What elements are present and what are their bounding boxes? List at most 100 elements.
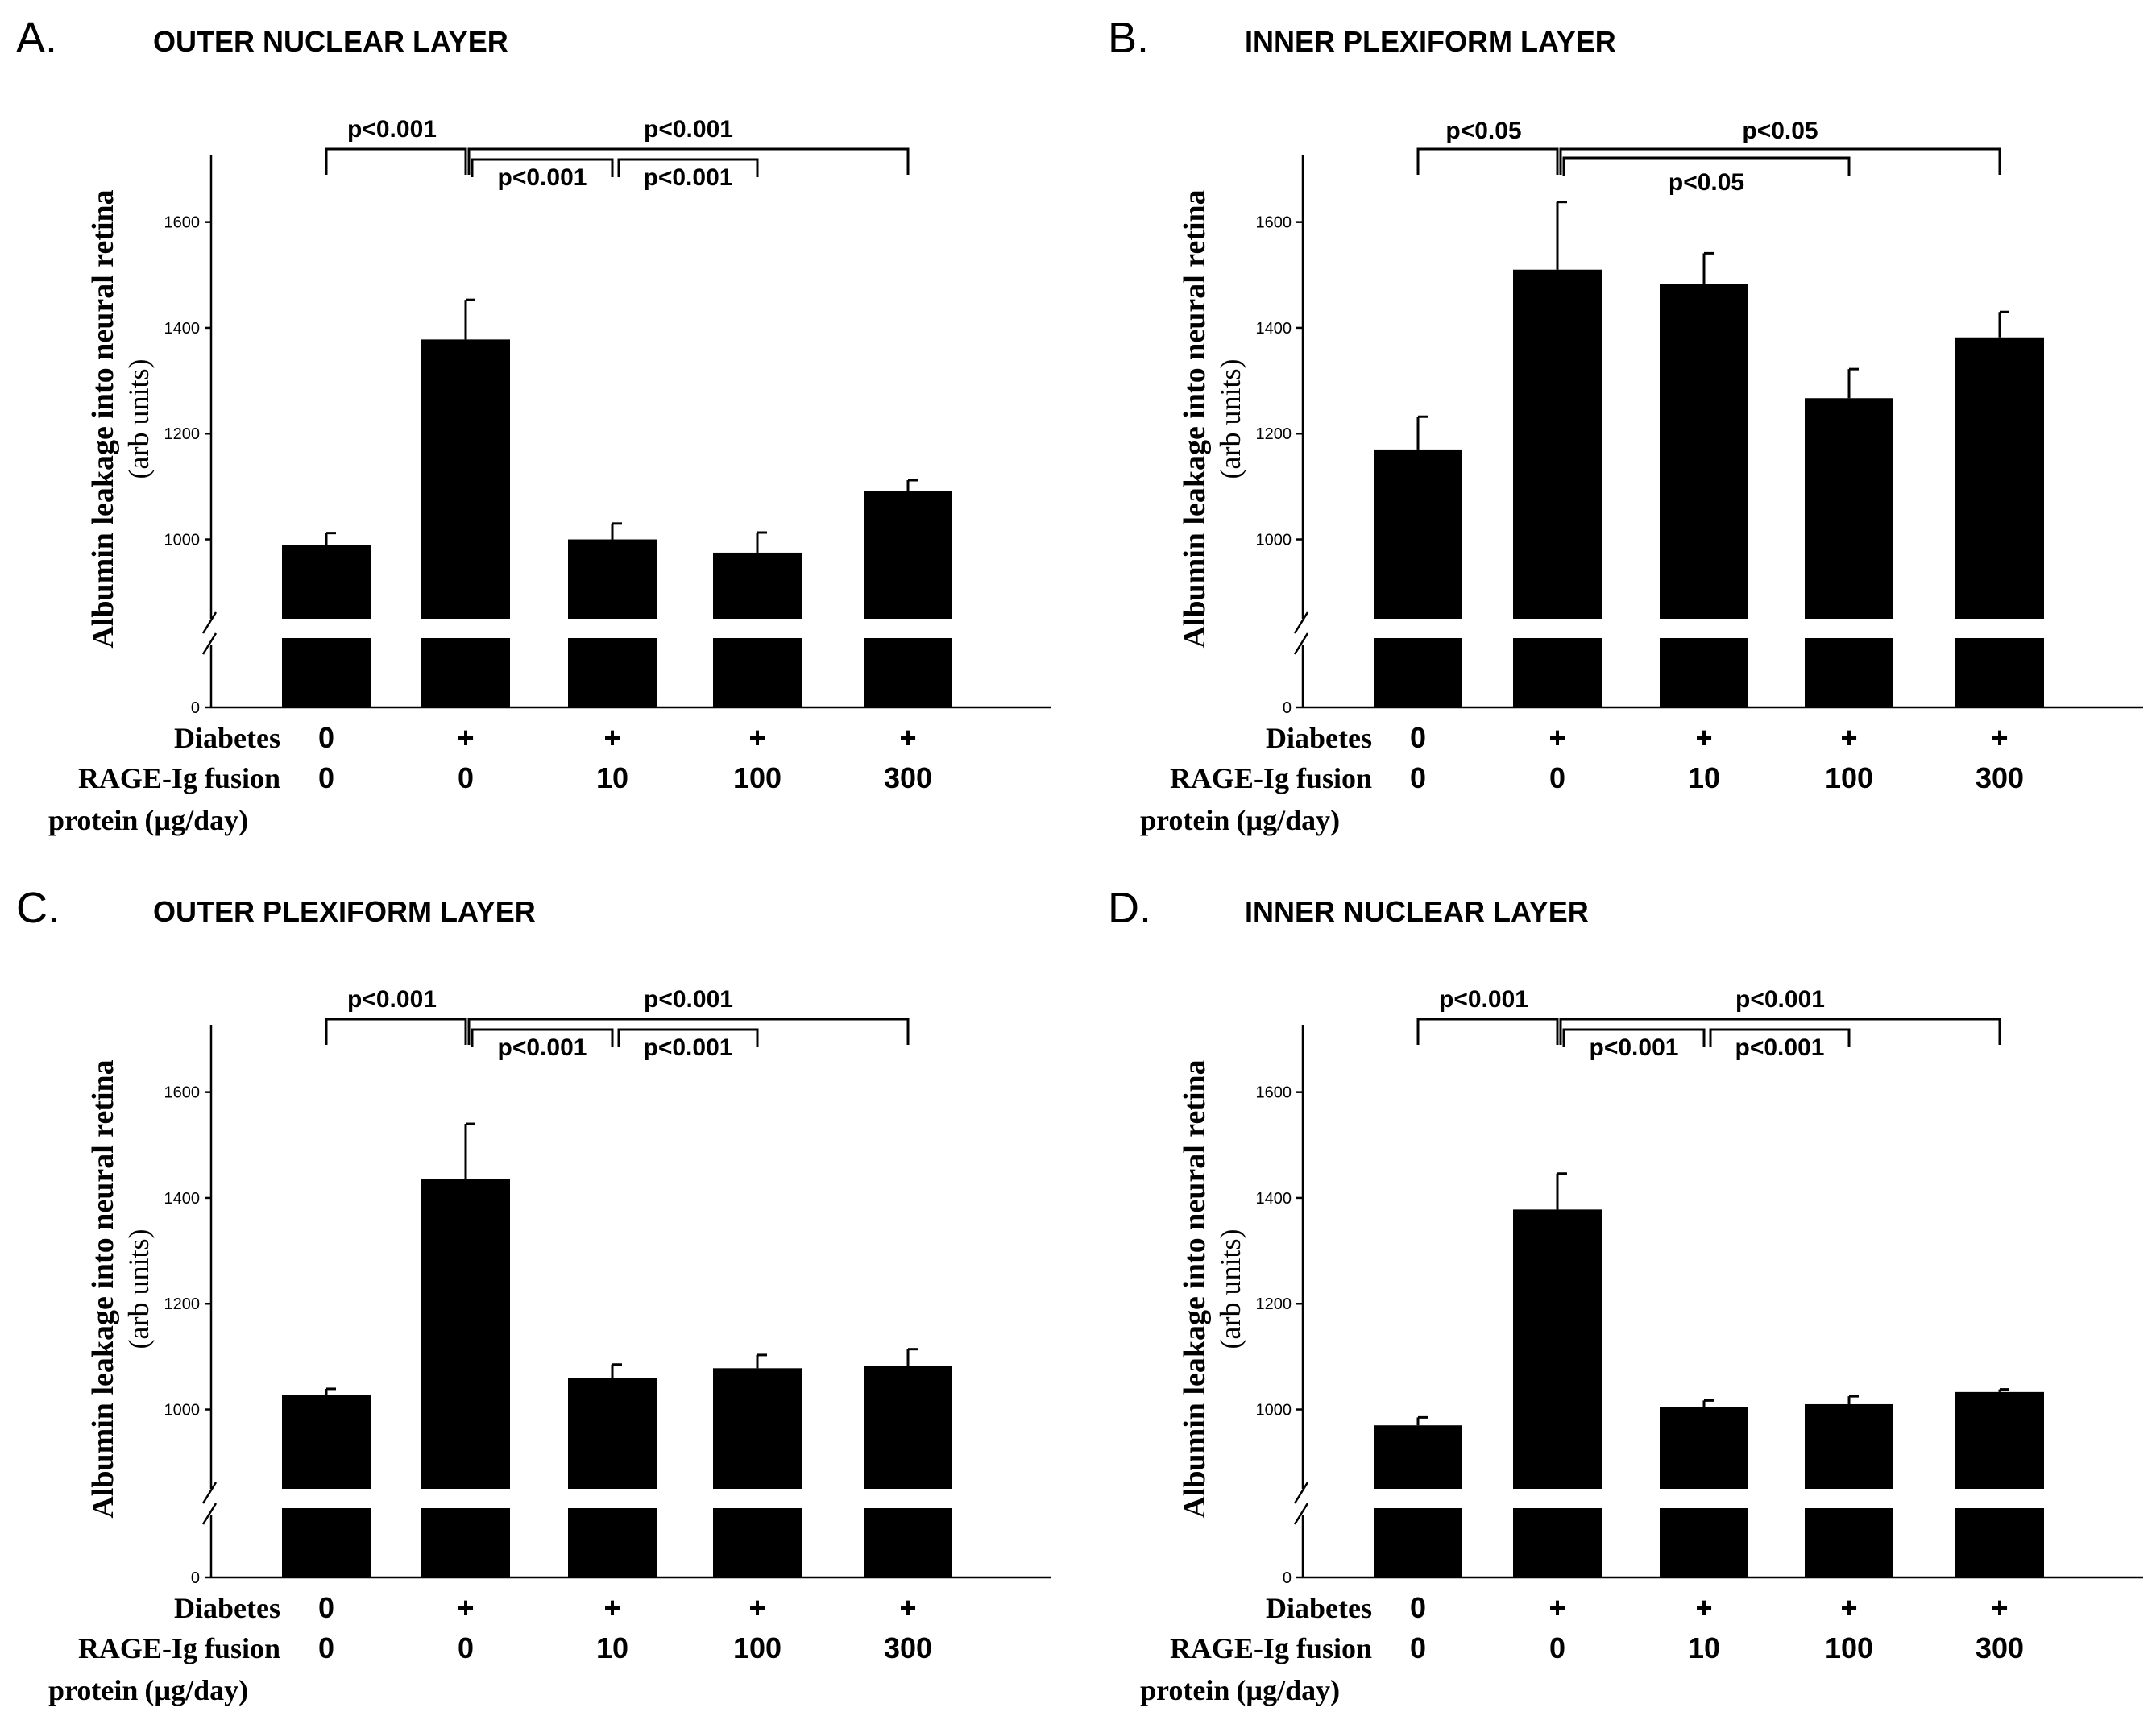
panel-title: INNER PLEXIFORM LAYER [1245,25,1616,58]
rage-dose-value: 0 [1549,761,1565,794]
row-label-diabetes: Diabetes [1266,722,1372,754]
y-tick-label: 0 [191,1569,200,1587]
bar [1955,1391,2044,1489]
bar-lower-segment [282,638,371,707]
panel-letter: A. [16,14,57,62]
rage-dose-value: 0 [1410,1631,1426,1664]
rage-dose-value: 300 [884,761,932,794]
y-tick-label: 1000 [164,1402,201,1420]
p-value-label: p<0.001 [1735,1034,1825,1061]
rage-dose-value: 300 [884,1631,932,1664]
diabetes-value: + [603,721,620,754]
significance-bracket [1562,1028,1706,1047]
p-value-label: p<0.001 [1590,1034,1679,1061]
rage-dose-value: 300 [1976,1631,2024,1664]
diabetes-value: + [1991,721,2008,754]
row-label-rage: RAGE-Ig fusion [78,762,280,794]
bar-lower-segment [1660,638,1748,707]
significance-bracket [1416,147,1559,175]
diabetes-value: + [748,1591,765,1624]
rage-dose-value: 10 [1688,1631,1720,1664]
y-tick-label: 1600 [164,1084,201,1102]
bar-lower-segment [1374,638,1462,707]
panel-title: OUTER PLEXIFORM LAYER [153,895,536,928]
p-value-label: p<0.001 [644,1034,733,1061]
diabetes-value: + [457,1591,474,1624]
diabetes-value: + [748,721,765,754]
chart-panel-c: C. OUTER PLEXIFORM LAYER10001200140016000… [16,884,1051,1706]
y-tick-label: 1400 [164,1190,201,1208]
row-label-diabetes: Diabetes [174,722,280,754]
diabetes-value: 0 [1410,721,1426,754]
y-tick-label: 1200 [1256,425,1292,443]
significance-bracket [471,158,614,177]
diabetes-value: + [1695,721,1712,754]
diabetes-value: + [1840,1591,1857,1624]
y-tick-label: 1400 [164,320,201,338]
y-tick-label: 1200 [164,425,201,443]
significance-bracket [325,1018,467,1045]
bar [1660,284,1748,619]
diabetes-value: + [457,721,474,754]
significance-bracket [617,1028,759,1047]
rage-dose-value: 0 [1549,1631,1565,1664]
axis-break-mark [201,1482,218,1504]
significance-bracket [467,1018,910,1045]
axis-break-mark [201,1503,218,1525]
row-label-diabetes: Diabetes [174,1592,280,1624]
significance-bracket [1562,156,1851,176]
p-value-label: p<0.001 [1439,986,1528,1013]
y-axis-sublabel: (arb units) [1214,1229,1246,1349]
significance-bracket [471,1028,614,1047]
panel-title: INNER NUCLEAR LAYER [1245,895,1589,928]
row-label-protein: protein (µg/day) [1140,1674,1340,1706]
p-value-label: p<0.05 [1669,169,1744,196]
p-value-label: p<0.001 [347,116,437,143]
bar-lower-segment [1513,638,1602,707]
chart-panel-a: A. OUTER NUCLEAR LAYER10001200140016000Al… [16,14,1051,836]
panel-letter: B. [1108,14,1149,62]
axis-break-mark [1293,1503,1309,1525]
bar-lower-segment [1805,1508,1893,1577]
bar-lower-segment [421,638,510,707]
significance-bracket [1559,1018,2001,1045]
significance-bracket [1709,1028,1851,1047]
bar-lower-segment [568,1508,657,1577]
row-label-protein: protein (µg/day) [1140,804,1340,836]
chart-panel-b: B. INNER PLEXIFORM LAYER10001200140016000… [1108,14,2143,836]
y-tick-label: 1400 [1256,1190,1292,1208]
p-value-label: p<0.001 [644,164,733,191]
rage-dose-value: 0 [458,1631,474,1664]
y-tick-label: 1600 [1256,1084,1292,1102]
bar-lower-segment [421,1508,510,1577]
diabetes-value: + [1549,721,1565,754]
diabetes-value: 0 [318,721,334,754]
rage-dose-value: 0 [318,761,334,794]
diabetes-value: + [1991,1591,2008,1624]
p-value-label: p<0.001 [644,116,733,143]
axis-break-mark [1293,632,1309,655]
bar [1805,1403,1893,1489]
p-value-label: p<0.001 [644,986,733,1013]
bar [1374,1425,1462,1489]
rage-dose-value: 100 [1825,761,1873,794]
y-axis-sublabel: (arb units) [122,359,155,479]
y-tick-label: 1200 [164,1295,201,1313]
y-tick-label: 1600 [164,214,201,232]
panel-letter: D. [1108,884,1151,932]
y-tick-label: 1600 [1256,214,1292,232]
y-tick-label: 0 [1283,699,1292,717]
bar [568,539,657,619]
y-tick-label: 1000 [164,532,201,549]
bar [421,1179,510,1489]
significance-bracket [1559,147,2001,175]
axis-break-mark [1293,1482,1309,1504]
p-value-label: p<0.05 [1742,118,1818,144]
bar-lower-segment [1513,1508,1602,1577]
bar [864,491,952,619]
rage-dose-value: 0 [458,761,474,794]
bar [1660,1407,1748,1489]
y-axis-label: Albumin leakage into neural retina [1178,1059,1212,1518]
rage-dose-value: 10 [1688,761,1720,794]
